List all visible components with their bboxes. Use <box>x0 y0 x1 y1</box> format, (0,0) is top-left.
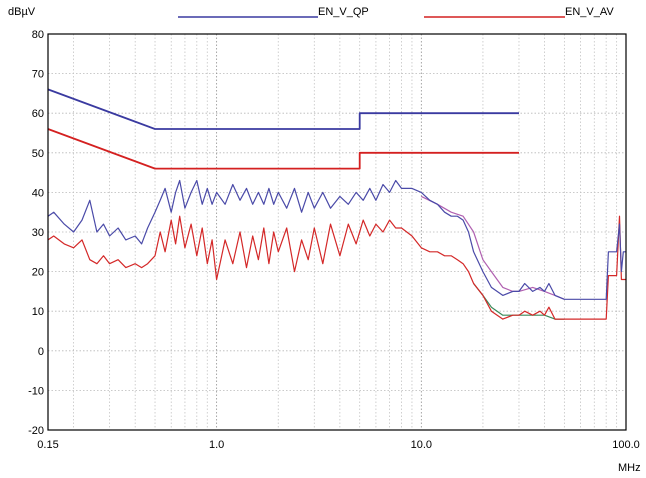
series-layer <box>47 88 626 320</box>
x-tick-label: 0.15 <box>37 439 58 451</box>
series-measurement-average <box>47 215 626 320</box>
y-tick-label: 80 <box>32 29 44 41</box>
series-measurement-peak <box>47 179 626 300</box>
y-tick-labels: 80 70 60 50 40 30 20 10 0 -10 -20 <box>28 29 44 437</box>
legend: EN_V_QP EN_V_AV <box>178 6 614 18</box>
x-axis-unit: MHz <box>618 462 641 474</box>
y-tick-label: 30 <box>32 227 44 239</box>
y-tick-label: 20 <box>32 267 44 279</box>
y-tick-label: 10 <box>32 306 44 318</box>
series-measurement-qp <box>421 195 565 300</box>
legend-label-av: EN_V_AV <box>565 6 614 18</box>
x-tick-label: 1.0 <box>209 439 224 451</box>
y-tick-label: 40 <box>32 187 44 199</box>
y-tick-label: -10 <box>28 385 44 397</box>
x-tick-label: 10.0 <box>411 439 432 451</box>
y-tick-label: 50 <box>32 148 44 160</box>
y-tick-label: 70 <box>32 69 44 81</box>
x-tick-label: 100.0 <box>612 439 640 451</box>
y-tick-label: -20 <box>28 425 44 437</box>
grid <box>48 34 626 430</box>
legend-label-qp: EN_V_QP <box>318 6 369 18</box>
series-en_v_qp <box>47 88 519 130</box>
y-tick-label: 60 <box>32 108 44 120</box>
x-tick-labels: 0.15 1.0 10.0 100.0 <box>37 439 639 451</box>
y-axis-unit: dBµV <box>8 6 36 18</box>
series-en_v_av <box>47 128 519 170</box>
y-tick-label: 0 <box>38 346 44 358</box>
plot-frame <box>47 33 627 431</box>
